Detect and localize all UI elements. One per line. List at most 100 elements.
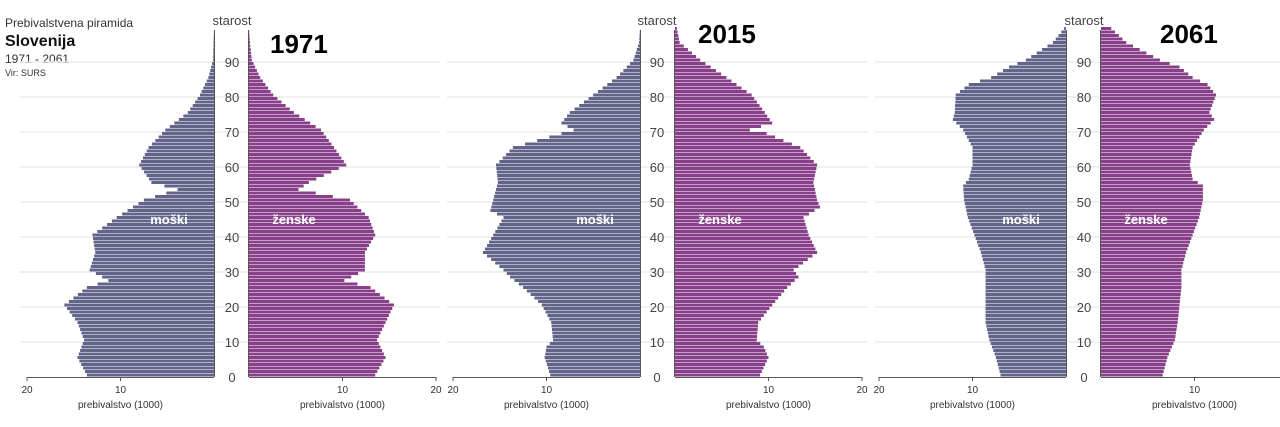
female-bar [1101, 76, 1193, 79]
female-bar [675, 111, 765, 114]
male-bar [491, 237, 640, 240]
female-bar [249, 314, 389, 317]
male-bar [985, 282, 1066, 286]
male-bar [964, 86, 1066, 90]
female-bar [675, 307, 770, 310]
male-bar [506, 272, 640, 275]
female-bar [1101, 366, 1165, 370]
female-bar [249, 300, 390, 303]
male-bar [138, 202, 214, 205]
male-bar [499, 223, 640, 226]
female-bar [249, 261, 365, 265]
male-bar [81, 363, 214, 366]
male-bar [91, 261, 214, 265]
male-bar [116, 216, 214, 219]
male-bar [966, 209, 1066, 212]
female-bar [249, 219, 370, 223]
male-bar [546, 345, 640, 349]
female-bar [249, 265, 365, 268]
female-bar [249, 237, 374, 240]
male-bar [491, 258, 640, 261]
female-bar [1101, 352, 1169, 356]
female-bar [675, 198, 818, 202]
male-bar [210, 69, 214, 72]
age-tick-label: 90 [225, 55, 239, 70]
female-bar [249, 310, 391, 314]
female-bar [1101, 321, 1178, 324]
female-bar [249, 72, 259, 76]
male-bar [1017, 62, 1066, 65]
male-bar [639, 37, 640, 41]
male-bar [997, 363, 1066, 366]
female-bar [675, 349, 766, 352]
male-bar [567, 125, 640, 128]
male-bar [960, 90, 1066, 93]
female-bar [249, 191, 316, 195]
male-bar [482, 251, 640, 254]
female-bar [675, 184, 815, 188]
male-bar [213, 51, 214, 55]
male-bar [142, 156, 214, 160]
female-bar [1101, 188, 1203, 191]
female-bar [675, 44, 684, 48]
male-bar [998, 366, 1066, 370]
female-bar [675, 240, 813, 244]
male-bar [94, 254, 214, 258]
female-bar [1101, 51, 1147, 55]
female-label: ženske [1124, 212, 1167, 227]
male-bar [1047, 44, 1066, 48]
age-tick-label: 70 [650, 125, 664, 140]
male-bar [963, 188, 1066, 191]
female-bar [1101, 303, 1180, 307]
female-bar [1101, 195, 1203, 198]
male-bar [979, 247, 1066, 251]
female-x-axis-title: prebivalstvo (1000) [1152, 400, 1237, 411]
male-bar [963, 191, 1066, 195]
female-bar [675, 202, 819, 205]
female-bar [675, 177, 815, 181]
male-bar [971, 226, 1066, 230]
male-bar [86, 286, 214, 289]
female-bar [1101, 331, 1176, 335]
male-bar [82, 289, 215, 293]
year-label: 2015 [698, 19, 756, 49]
female-bar [249, 177, 317, 181]
x-tick-label: 20 [447, 385, 459, 396]
female-bar [675, 72, 722, 76]
female-bar [675, 146, 801, 149]
male-bar [967, 212, 1066, 216]
female-bar [1101, 289, 1182, 293]
male-bar [985, 293, 1066, 296]
male-bar [965, 181, 1066, 184]
male-bar [148, 177, 214, 181]
female-bar [249, 307, 393, 310]
female-bar [249, 114, 300, 118]
male-bar [551, 328, 640, 331]
female-bar [1101, 163, 1190, 167]
female-bar [1101, 156, 1191, 160]
female-bar [1101, 370, 1164, 373]
male-bar [201, 90, 214, 93]
male-bar [82, 335, 214, 338]
male-bar [569, 111, 640, 114]
male-bar [122, 212, 214, 216]
female-bar [249, 216, 369, 219]
female-bar [675, 324, 758, 328]
female-bar [1101, 181, 1198, 184]
female-bar [249, 41, 250, 44]
male-bar [74, 317, 214, 321]
male-bar [144, 170, 214, 174]
female-bar [675, 321, 759, 324]
male-bar [534, 296, 640, 300]
male-bar [985, 286, 1066, 289]
female-bar [249, 251, 365, 254]
male-bar [987, 328, 1066, 331]
male-bar [970, 142, 1066, 146]
female-bar [249, 223, 372, 226]
male-bar [81, 345, 215, 349]
female-bar [1101, 167, 1191, 170]
female-bar [675, 373, 761, 377]
female-bar [675, 65, 711, 69]
female-bar [675, 247, 816, 251]
male-bar [496, 184, 640, 188]
